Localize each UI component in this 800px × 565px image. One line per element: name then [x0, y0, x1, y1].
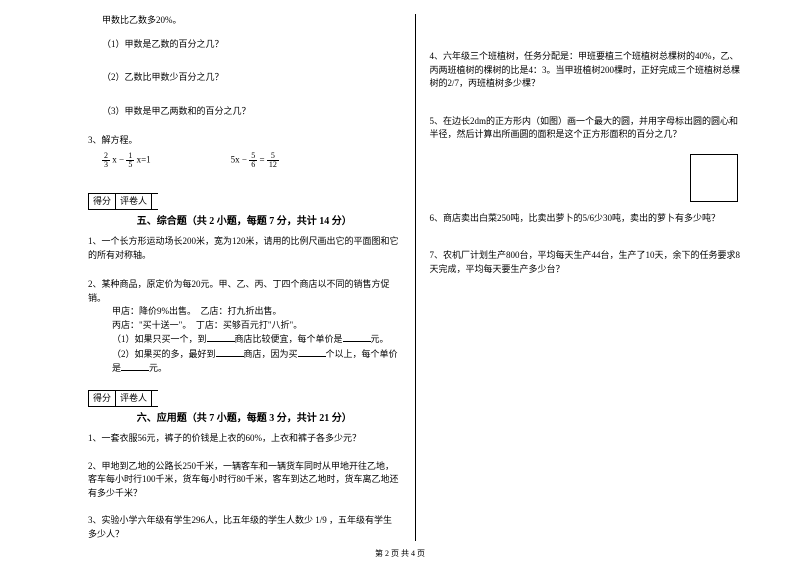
page-footer: 第 2 页 共 4 页	[0, 548, 800, 559]
s6-q1: 1、一套衣服56元，裤子的价钱是上衣的60%，上衣和裤子各多少元？	[88, 432, 401, 446]
section-5-title: 五、综合题（共 2 小题，每题 7 分，共计 14 分）	[88, 214, 401, 229]
s5-q1: 1、一个长方形运动场长200米，宽为120米，请用的比例尺画出它的平面图和它的所…	[88, 235, 401, 262]
s5q2-line5: （2）如果买的多，最好到商店，因为买个以上，每个单价是元。	[88, 347, 401, 376]
square-figure	[690, 154, 738, 202]
s6-q4: 4、六年级三个班植树，任务分配是：甲班要植三个班植树总棵树的40%，乙、丙两班植…	[430, 50, 743, 91]
p2-q2: （2）乙数比甲数少百分之几？	[88, 71, 401, 85]
p3-equations: 2 3 x − 1 5 x=1 5x − 5 6 =	[88, 152, 401, 169]
right-column: 4、六年级三个班植树，任务分配是：甲班要植三个班植树总棵树的40%，乙、丙两班植…	[422, 14, 751, 541]
score-box-6: 得分 评卷人	[88, 390, 158, 408]
s6-q3: 3、实验小学六年级有学生296人，比五年级的学生人数少 1/9 ，五年级有学生多…	[88, 514, 401, 541]
s6-q2: 2、甲地到乙地的公路长250千米，一辆客车和一辆货车同时从甲地开往乙地，客车每小…	[88, 460, 401, 501]
problem-3: 3、解方程。 2 3 x − 1 5 x=1 5x −	[88, 134, 401, 169]
grader-label: 评卷人	[116, 194, 152, 210]
s5q2-line1: 2、某种商品，原定价为每20元。甲、乙、丙、丁四个商店以不同的销售方促销。	[88, 278, 401, 305]
s6-q5: 5、在边长2dm的正方形内（如图）画一个最大的圆，并用字母标出圆的圆心和半径，然…	[430, 115, 743, 142]
score-label: 得分	[88, 391, 116, 407]
eq2-frac-b: 5 12	[267, 152, 279, 169]
eq2: 5x − 5 6 = 5 12	[231, 152, 279, 169]
exam-page: 甲数比乙数多20%。 （1）甲数是乙数的百分之几？ （2）乙数比甲数少百分之几？…	[0, 0, 800, 565]
s6-q7: 7、农机厂计划生产800台，平均每天生产44台，生产了10天，余下的任务要求8天…	[430, 249, 743, 276]
score-label: 得分	[88, 194, 116, 210]
blank	[216, 347, 244, 357]
blank	[343, 332, 371, 342]
eq1-frac-a: 2 3	[102, 152, 110, 169]
left-column: 甲数比乙数多20%。 （1）甲数是乙数的百分之几？ （2）乙数比甲数少百分之几？…	[80, 14, 409, 541]
problem-2: 甲数比乙数多20%。 （1）甲数是乙数的百分之几？ （2）乙数比甲数少百分之几？…	[88, 14, 401, 118]
p2-intro: 甲数比乙数多20%。	[88, 14, 401, 28]
eq1: 2 3 x − 1 5 x=1	[102, 152, 151, 169]
column-divider	[415, 14, 416, 541]
score-box-5: 得分 评卷人	[88, 193, 158, 211]
s5q2-line3: 丙店："买十送一"。 丁店：买够百元打"八折"。	[88, 319, 401, 333]
p3-title: 3、解方程。	[88, 134, 401, 148]
blank	[121, 361, 149, 371]
eq1-frac-b: 1 5	[126, 152, 134, 169]
p2-q3: （3）甲数是甲乙两数和的百分之几？	[88, 105, 401, 119]
p2-q1: （1）甲数是乙数的百分之几？	[88, 38, 401, 52]
grader-label: 评卷人	[116, 391, 152, 407]
section-6-title: 六、应用题（共 7 小题，每题 3 分，共计 21 分）	[88, 411, 401, 426]
eq2-frac-a: 5 6	[249, 152, 257, 169]
s5q2-line2: 甲店：降价9%出售。 乙店：打九折出售。	[88, 305, 401, 319]
blank	[298, 347, 326, 357]
s6-q6: 6、商店卖出白菜250吨，比卖出萝卜的5/6少30吨，卖出的萝卜有多少吨？	[430, 212, 743, 226]
blank	[207, 332, 235, 342]
s5q2-line4: （1）如果只买一个，到商店比较便宜，每个单价是元。	[88, 332, 401, 347]
s5-q2: 2、某种商品，原定价为每20元。甲、乙、丙、丁四个商店以不同的销售方促销。 甲店…	[88, 278, 401, 376]
